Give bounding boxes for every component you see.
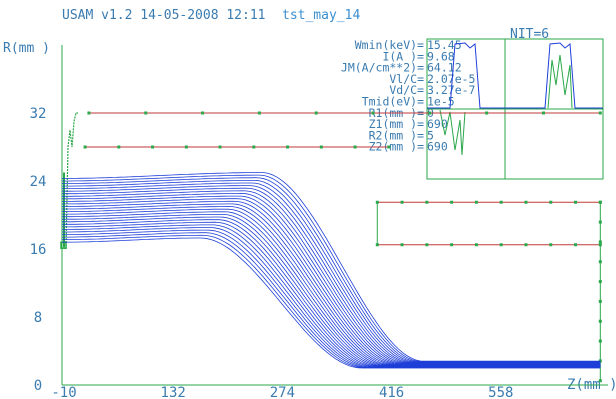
electrode-node bbox=[524, 200, 528, 204]
y-tick-labels: 0 8 16 24 32 bbox=[30, 106, 47, 394]
electrode-node bbox=[400, 200, 404, 204]
electrode-node bbox=[117, 145, 121, 149]
electrode-node bbox=[387, 145, 391, 149]
electrode-node bbox=[87, 111, 91, 115]
electrode-node bbox=[598, 111, 602, 115]
electrode-node bbox=[474, 200, 478, 204]
param-label: JM(A/cm**2)= bbox=[341, 61, 424, 75]
cathode-edge-trace bbox=[65, 112, 78, 250]
trajectory-line bbox=[62, 172, 601, 362]
electrode-node bbox=[400, 243, 404, 247]
trajectory-line bbox=[61, 229, 601, 368]
electrode-node bbox=[541, 111, 545, 115]
param-label: Tmid(eV)= bbox=[362, 95, 424, 109]
param-label: Wmin(keV)= bbox=[355, 38, 424, 52]
param-label: Z1(mm )= bbox=[369, 117, 424, 131]
axes bbox=[61, 45, 608, 386]
param-label: Vd/C= bbox=[389, 83, 424, 97]
x-tick-label: 416 bbox=[379, 385, 404, 399]
electrode-node bbox=[286, 145, 290, 149]
electrode-node bbox=[485, 111, 489, 115]
trajectory-line bbox=[62, 185, 601, 363]
x-tick-label: 274 bbox=[270, 385, 295, 399]
y-tick-label: 16 bbox=[30, 242, 47, 258]
electrode-node bbox=[549, 243, 553, 247]
electrode-node bbox=[524, 243, 528, 247]
y-tick-label: 8 bbox=[34, 310, 42, 326]
electrode-node bbox=[218, 145, 222, 149]
param-label: Z2(mm )= bbox=[369, 140, 424, 154]
header-program: USAM v1.2 14-05-2008 12:11 bbox=[62, 8, 266, 23]
electrode-node bbox=[151, 145, 155, 149]
electrode-node bbox=[201, 111, 205, 115]
param-value: 690 bbox=[427, 117, 448, 131]
electrode-node bbox=[425, 243, 429, 247]
collector-node bbox=[598, 240, 602, 244]
collector-node bbox=[598, 220, 602, 224]
inset-trace-green-2 bbox=[439, 109, 466, 156]
param-value: 15.45 bbox=[427, 38, 462, 52]
trajectory-line bbox=[62, 227, 601, 368]
collector-node bbox=[598, 339, 602, 343]
param-label: Vl/C= bbox=[389, 72, 424, 86]
electrode-node bbox=[499, 243, 503, 247]
electrode-node bbox=[574, 243, 578, 247]
inset-frames bbox=[426, 38, 604, 180]
trajectory-line bbox=[62, 203, 601, 365]
trajectory-line bbox=[62, 174, 601, 362]
electrode-node bbox=[549, 200, 553, 204]
collector-node bbox=[598, 200, 602, 204]
electrode-node bbox=[474, 243, 478, 247]
inset-trace-green-1 bbox=[547, 54, 573, 109]
electrode-node bbox=[574, 200, 578, 204]
collector-node bbox=[598, 260, 602, 264]
param-value: 690 bbox=[427, 140, 448, 154]
trajectory-line bbox=[62, 200, 601, 365]
electrode-node bbox=[450, 243, 454, 247]
electrode-node bbox=[319, 145, 323, 149]
y-tick-label: 24 bbox=[30, 174, 47, 190]
y-tick-label: 32 bbox=[30, 106, 47, 122]
electrode-node bbox=[184, 145, 188, 149]
x-tick-label: 558 bbox=[488, 385, 513, 399]
param-value: 5 bbox=[427, 128, 434, 142]
x-tick-labels: -10 132 274 416 558 bbox=[51, 385, 513, 399]
param-value: 2.07e-5 bbox=[427, 72, 475, 86]
header-file: tst_may_14 bbox=[282, 8, 360, 23]
inset-trace-blue-2 bbox=[505, 42, 603, 109]
electrode-node bbox=[371, 111, 375, 115]
collector-node bbox=[598, 379, 602, 383]
electrode-node bbox=[425, 200, 429, 204]
collector-node bbox=[598, 359, 602, 363]
electrode-node bbox=[499, 200, 503, 204]
collector-node bbox=[598, 280, 602, 284]
trajectory-line bbox=[62, 237, 601, 369]
electrode-node bbox=[353, 145, 357, 149]
param-label: I(A )= bbox=[382, 49, 424, 63]
x-tick-label: -10 bbox=[51, 385, 76, 399]
param-value: 9.68 bbox=[427, 49, 455, 63]
header-nit: NIT=6 bbox=[510, 27, 549, 42]
electrode-node bbox=[450, 200, 454, 204]
param-value: 1e-5 bbox=[427, 95, 455, 109]
electrode-lines bbox=[60, 111, 602, 383]
collector-node bbox=[598, 299, 602, 303]
trajectory-bundle bbox=[61, 172, 601, 369]
y-tick-label: 0 bbox=[34, 378, 42, 394]
y-axis-label: R(mm ) bbox=[3, 41, 50, 56]
electrode-node bbox=[144, 111, 148, 115]
trajectory-line bbox=[62, 219, 601, 367]
collector-node bbox=[598, 319, 602, 323]
electrode-node bbox=[252, 145, 256, 149]
x-tick-label: 132 bbox=[161, 385, 186, 399]
electrode-node bbox=[83, 145, 87, 149]
param-label: R2(mm )= bbox=[369, 128, 424, 142]
electrode-node bbox=[314, 111, 318, 115]
electrode-node bbox=[257, 111, 261, 115]
electrode-node bbox=[428, 111, 432, 115]
inset-trace-blue-1 bbox=[427, 42, 505, 109]
